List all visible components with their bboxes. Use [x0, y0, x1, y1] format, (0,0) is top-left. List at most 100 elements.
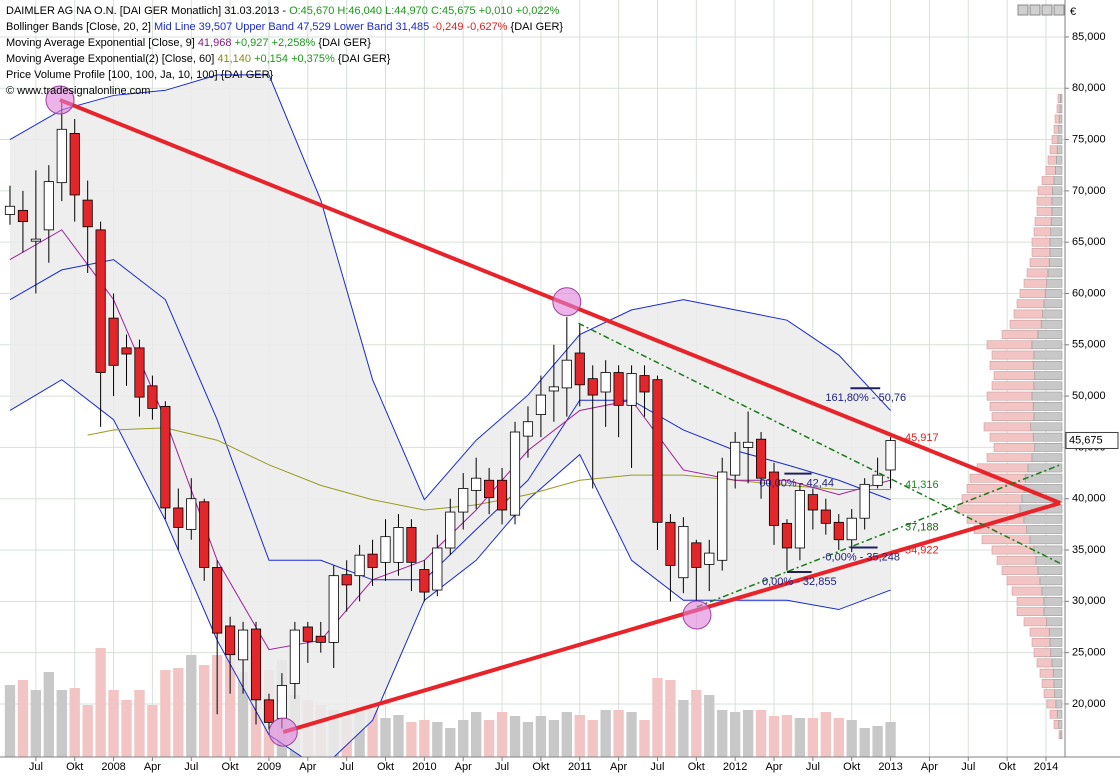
volume-bar — [652, 678, 663, 757]
candle-body — [263, 699, 275, 723]
profile-bar — [1009, 319, 1042, 329]
profile-bar — [1043, 689, 1056, 699]
profile-bar — [1051, 658, 1063, 668]
volume-bar — [56, 690, 67, 757]
legend-text: Price Volume Profile [100, 100, Ja, 10, … — [6, 69, 274, 81]
legend-text: O:45,670 H:46,040 L:44,970 C:45,675 +0,0… — [289, 5, 560, 17]
toolbar-button[interactable] — [1053, 4, 1065, 16]
profile-bar — [1016, 596, 1045, 606]
profile-bar — [1057, 94, 1061, 103]
profile-bar — [989, 402, 1034, 411]
profile-bar — [1001, 566, 1039, 575]
profile-bar — [1027, 463, 1063, 473]
x-tick-label: Apr — [610, 761, 627, 773]
profile-bar — [1016, 607, 1045, 616]
candle-body — [445, 511, 456, 549]
x-tick-label: Jul — [495, 761, 509, 773]
legend-line: Bollinger Bands [Close, 20, 2] Mid Line … — [6, 21, 563, 33]
x-tick-label: Jul — [184, 761, 198, 773]
profile-bar — [1037, 186, 1053, 196]
volume-bar — [600, 710, 611, 757]
volume-bar — [4, 685, 16, 757]
volume-bar — [237, 672, 249, 757]
x-tick-label: Okt — [532, 761, 549, 773]
profile-bar — [1055, 699, 1063, 709]
profile-bar — [996, 555, 1037, 565]
x-tick-label: Apr — [455, 761, 472, 773]
candle-body — [704, 552, 715, 565]
candle-body — [548, 386, 559, 392]
y-tick-label: 35,000 — [1072, 544, 1106, 556]
profile-bar — [1056, 709, 1063, 719]
profile-bar — [1057, 135, 1063, 144]
plot-area: 161,80% - 50,76 00,00% - 42,44 0,00% - 32,… — [0, 0, 1065, 757]
profile-bar — [1053, 176, 1063, 185]
profile-bar — [1049, 237, 1063, 247]
candle-body — [691, 542, 702, 568]
volume-bar — [768, 716, 780, 757]
trendline — [282, 501, 1061, 734]
price-mark: 34,922 — [905, 545, 939, 557]
profile-bar — [1034, 371, 1063, 380]
legend-text: {DAI GER} — [511, 21, 564, 33]
legend-text: DAIMLER AG NA O.N. [DAI GER Monatlich] 3… — [6, 5, 289, 17]
legend-text: Mid Line 39,507 Upper Band 47,529 Lower … — [154, 21, 432, 33]
candle-body — [639, 375, 650, 393]
y-tick-label: 50,000 — [1072, 390, 1106, 402]
volume-bar — [95, 648, 106, 757]
candle-body — [846, 517, 857, 541]
toolbar-button[interactable] — [1041, 4, 1053, 16]
profile-bar — [1034, 217, 1052, 227]
y-tick-label: 70,000 — [1072, 185, 1106, 197]
y-tick-label: 40,000 — [1072, 493, 1106, 505]
profile-bar — [1054, 689, 1063, 699]
profile-bar — [1056, 104, 1061, 114]
y-tick-label: 55,000 — [1072, 339, 1106, 351]
x-tick-label: Jul — [650, 761, 664, 773]
candle-body — [406, 527, 417, 563]
profile-bar — [1036, 658, 1053, 668]
volume-bar — [678, 700, 689, 757]
volume-bar — [691, 690, 702, 757]
candle-body — [380, 536, 391, 563]
x-tick-label: Apr — [144, 761, 161, 773]
candle-body — [30, 238, 41, 242]
x-tick-label: 2014 — [1034, 761, 1058, 773]
candle-body — [613, 372, 624, 406]
volume-bar — [419, 720, 430, 757]
legend-text: +0,154 +0,375% — [254, 53, 338, 65]
profile-bar — [993, 371, 1036, 380]
toolbar-button[interactable] — [1017, 4, 1029, 16]
price-mark: 37,188 — [905, 521, 939, 533]
x-tick-label: 2012 — [723, 761, 747, 773]
candle-body — [458, 488, 469, 513]
x-tick-label: 2011 — [568, 761, 592, 773]
candle-body — [419, 569, 430, 593]
candle-body — [885, 440, 896, 471]
profile-bar — [1006, 576, 1041, 586]
candle-body — [4, 205, 16, 215]
volume-bar — [43, 672, 55, 757]
legend-line: Moving Average Exponential(2) [Close, 60… — [6, 53, 391, 65]
toolbar-button[interactable] — [1029, 4, 1041, 16]
profile-bar — [1048, 258, 1063, 268]
profile-bar — [1041, 586, 1063, 596]
candle-body — [561, 359, 572, 389]
candle-body — [859, 483, 870, 519]
profile-bar — [1041, 679, 1055, 688]
x-tick-label: 2009 — [257, 761, 281, 773]
x-tick-label: Jul — [29, 761, 43, 773]
profile-bar — [1049, 248, 1063, 257]
volume-bar — [561, 712, 572, 757]
volume-bar — [458, 720, 469, 757]
x-tick-label: Okt — [999, 761, 1016, 773]
y-tick-label: 25,000 — [1072, 647, 1106, 659]
x-tick-label: Okt — [66, 761, 83, 773]
profile-bar — [1058, 124, 1063, 134]
trendline — [578, 322, 1061, 565]
pivot-circle — [552, 287, 582, 317]
volume-bar — [354, 712, 365, 757]
profile-bar — [1036, 196, 1053, 206]
profile-bar — [1049, 709, 1058, 719]
volume-bar — [522, 722, 534, 757]
